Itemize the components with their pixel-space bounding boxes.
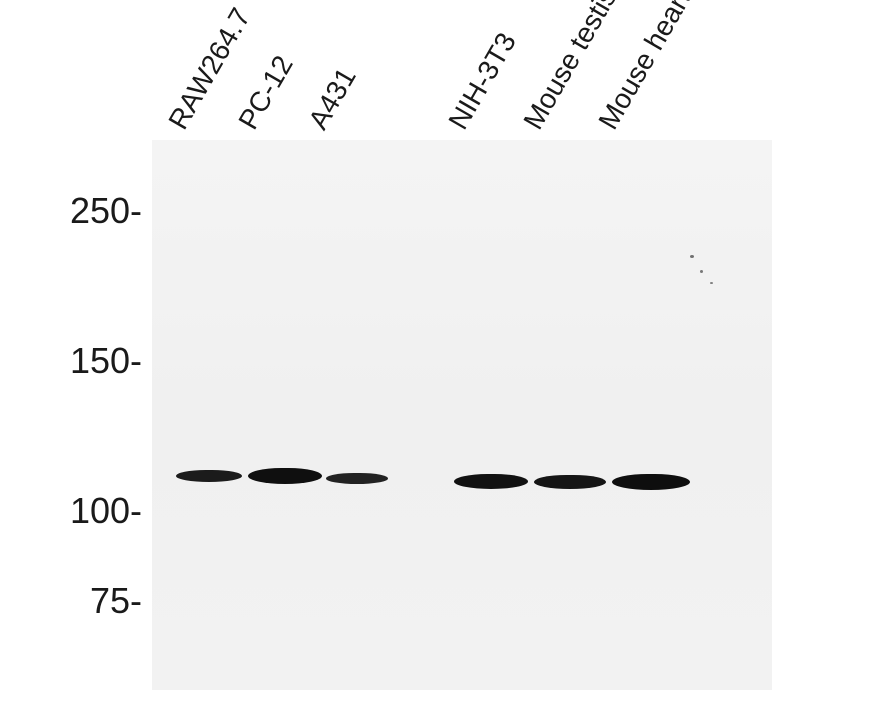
lane-label-a431: A431 xyxy=(302,62,362,135)
lane-label-nih3t3: NIH-3T3 xyxy=(442,27,523,135)
noise-spot xyxy=(700,270,703,273)
lane-label-pc12: PC-12 xyxy=(232,50,299,135)
figure-container: RAW264.7 PC-12 A431 NIH-3T3 Mouse testis… xyxy=(0,0,888,711)
band-pc12 xyxy=(248,468,322,484)
mw-marker-75: 75- xyxy=(32,580,142,622)
band-a431 xyxy=(326,473,388,484)
band-raw2647 xyxy=(176,470,242,482)
mw-marker-250: 250- xyxy=(32,190,142,232)
noise-spot xyxy=(710,282,713,284)
mw-marker-100: 100- xyxy=(32,490,142,532)
mw-marker-150: 150- xyxy=(32,340,142,382)
band-nih3t3 xyxy=(454,474,528,489)
blot-membrane xyxy=(152,140,772,690)
band-mouse-testis xyxy=(534,475,606,489)
noise-spot xyxy=(690,255,694,258)
band-mouse-heart xyxy=(612,474,690,490)
